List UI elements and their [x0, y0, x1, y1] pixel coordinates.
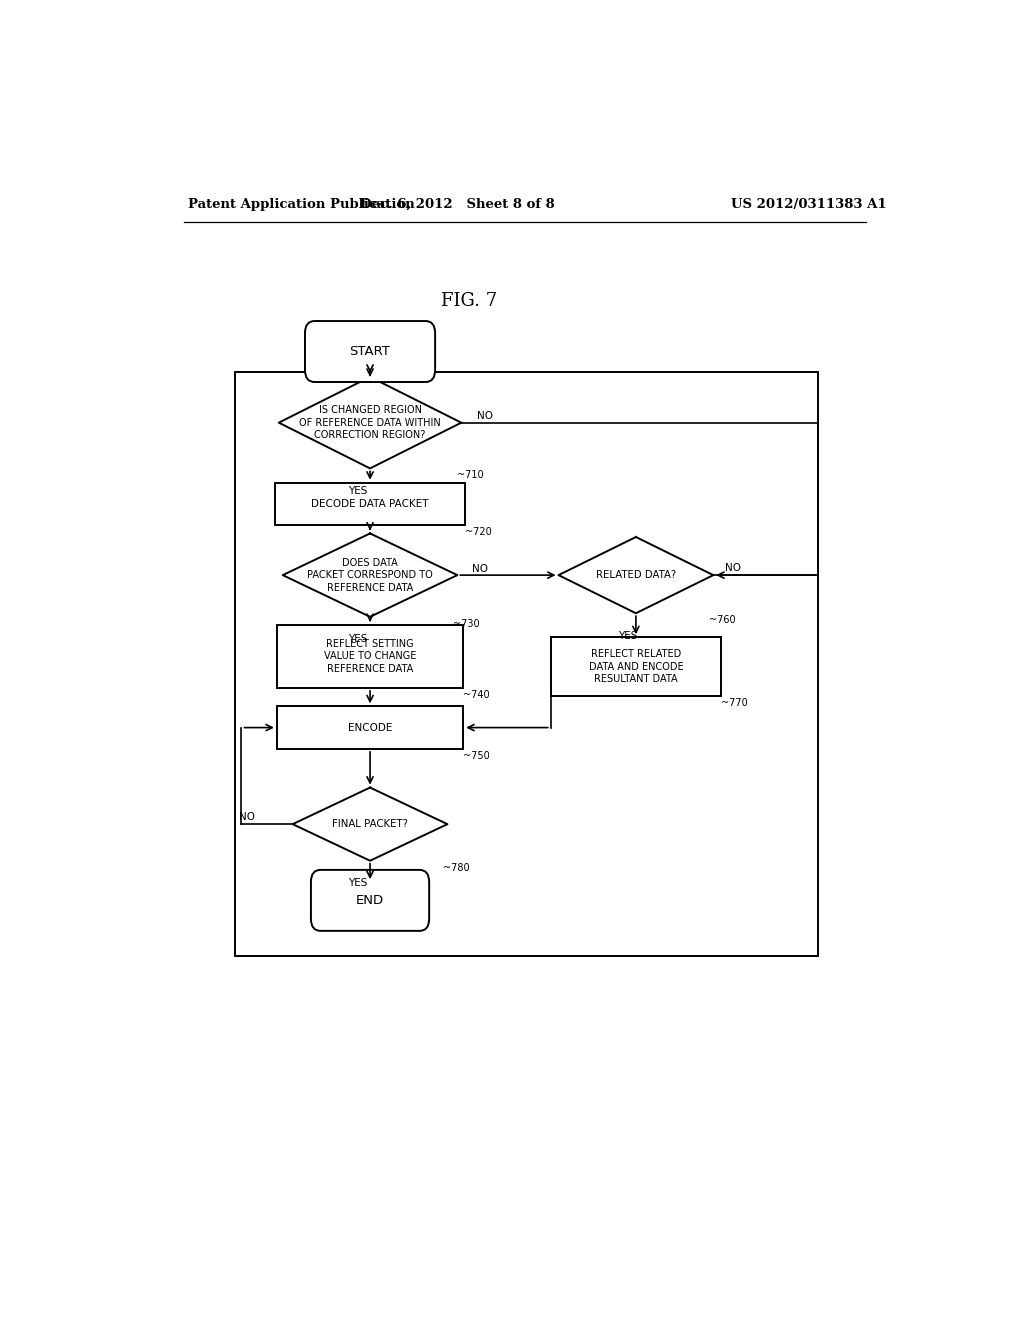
- Text: NO: NO: [477, 411, 494, 421]
- Text: START: START: [349, 345, 390, 358]
- Text: ~750: ~750: [463, 751, 490, 760]
- Text: YES: YES: [348, 878, 368, 888]
- Text: US 2012/0311383 A1: US 2012/0311383 A1: [731, 198, 887, 211]
- Text: FINAL PACKET?: FINAL PACKET?: [332, 820, 408, 829]
- Text: FIG. 7: FIG. 7: [441, 292, 498, 310]
- Text: ~740: ~740: [463, 690, 489, 700]
- Bar: [276, 624, 463, 688]
- Polygon shape: [279, 378, 461, 469]
- Text: ~720: ~720: [465, 528, 492, 537]
- Text: Patent Application Publication: Patent Application Publication: [187, 198, 415, 211]
- Polygon shape: [558, 537, 714, 614]
- FancyBboxPatch shape: [311, 870, 429, 931]
- Text: ~710: ~710: [458, 470, 484, 480]
- Text: DECODE DATA PACKET: DECODE DATA PACKET: [311, 499, 429, 510]
- Text: NO: NO: [725, 564, 741, 573]
- Bar: [551, 638, 721, 696]
- Text: ~770: ~770: [721, 698, 748, 708]
- Text: END: END: [356, 894, 384, 907]
- Text: YES: YES: [348, 634, 368, 644]
- Text: REFLECT SETTING
VALUE TO CHANGE
REFERENCE DATA: REFLECT SETTING VALUE TO CHANGE REFERENC…: [324, 639, 416, 673]
- Bar: [236, 372, 818, 956]
- Text: REFLECT RELATED
DATA AND ENCODE
RESULTANT DATA: REFLECT RELATED DATA AND ENCODE RESULTAN…: [589, 649, 683, 684]
- Text: RELATED DATA?: RELATED DATA?: [596, 570, 676, 579]
- Text: DOES DATA
PACKET CORRESPOND TO
REFERENCE DATA: DOES DATA PACKET CORRESPOND TO REFERENCE…: [307, 558, 433, 593]
- Text: NO: NO: [240, 812, 255, 822]
- FancyBboxPatch shape: [305, 321, 435, 381]
- Text: IS CHANGED REGION
OF REFERENCE DATA WITHIN
CORRECTION REGION?: IS CHANGED REGION OF REFERENCE DATA WITH…: [299, 405, 441, 440]
- Text: YES: YES: [348, 486, 368, 496]
- Text: Dec. 6, 2012   Sheet 8 of 8: Dec. 6, 2012 Sheet 8 of 8: [360, 198, 555, 211]
- Text: NO: NO: [472, 564, 487, 574]
- Text: ~780: ~780: [443, 863, 470, 873]
- Text: ~730: ~730: [454, 619, 480, 628]
- Text: YES: YES: [618, 631, 638, 640]
- Text: ~760: ~760: [710, 615, 736, 626]
- Polygon shape: [293, 788, 447, 861]
- Polygon shape: [283, 533, 458, 616]
- Bar: [276, 706, 463, 748]
- Bar: [274, 483, 465, 525]
- Text: ENCODE: ENCODE: [348, 722, 392, 733]
